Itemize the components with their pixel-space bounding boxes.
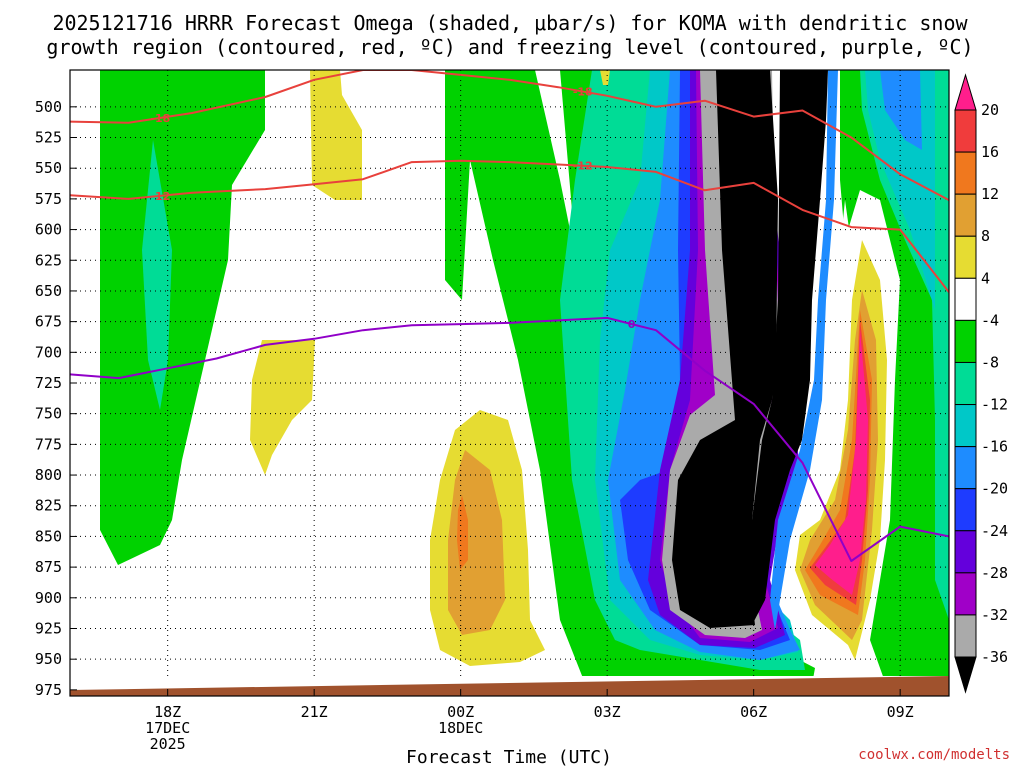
colorbar-label: 16	[981, 143, 999, 161]
y-tick-label: 750	[35, 405, 62, 423]
contour-label-freezing-level-0: 0	[628, 318, 636, 331]
y-tick-label: 600	[35, 221, 62, 239]
colorbar-swatch	[954, 572, 977, 616]
y-tick-label: 500	[35, 98, 62, 116]
x-tick-label: 17DEC	[145, 719, 190, 737]
x-tick-label: 03Z	[594, 703, 621, 721]
omega-region-yellow-1	[310, 70, 362, 200]
y-tick-label: 675	[35, 313, 62, 331]
contour-label-dgz-minus-12: -12	[573, 160, 593, 173]
colorbar-label: -32	[981, 606, 1008, 624]
y-tick-label: 650	[35, 282, 62, 300]
x-tick-label: 18DEC	[438, 719, 483, 737]
colorbar-top-arrow	[954, 73, 977, 111]
colorbar-swatch	[954, 614, 977, 658]
omega-region-blue-right	[880, 70, 922, 150]
chart-title-line-1: 2025121716 HRRR Forecast Omega (shaded, …	[52, 11, 968, 35]
x-tick-label: 2025	[150, 735, 186, 753]
colorbar-label: -36	[981, 648, 1008, 666]
credit-text: coolwx.com/modelts	[858, 747, 1010, 763]
ground-slope-mask	[70, 676, 949, 690]
y-tick-label: 700	[35, 343, 62, 361]
colorbar-label: -28	[981, 564, 1008, 582]
colorbar-swatch	[954, 319, 977, 363]
x-tick-label: 21Z	[301, 703, 328, 721]
colorbar-bottom-arrow	[954, 656, 977, 694]
colorbar-label: -12	[981, 396, 1008, 414]
y-tick-label: 800	[35, 466, 62, 484]
colorbar-label: -16	[981, 438, 1008, 456]
colorbar-swatch	[954, 235, 977, 279]
colorbar: 20 16 12 8 4 -4 -8 -12 -16 -20 -24 -28 -32 -36	[954, 73, 1008, 694]
contour-label-dgz-minus-18: -18	[150, 112, 170, 125]
contour-dgz-minus-18	[70, 70, 949, 201]
x-tick-label: 18Z	[154, 703, 181, 721]
y-tick-label: 925	[35, 619, 62, 637]
colorbar-swatch	[954, 109, 977, 153]
chart-title-line-2: growth region (contoured, red, ºC) and f…	[46, 35, 973, 59]
x-axis-title: Forecast Time (UTC)	[406, 747, 612, 768]
x-tick-label: 09Z	[887, 703, 914, 721]
y-tick-label: 725	[35, 374, 62, 392]
y-tick-label: 825	[35, 497, 62, 515]
y-axis: 500 525 550 575 600 625 650 675 700 725 750 775 800 8…	[35, 98, 77, 699]
contour-dgz-minus-12	[70, 159, 949, 293]
colorbar-label: 4	[981, 269, 990, 287]
colorbar-swatch	[954, 446, 977, 490]
y-tick-label: 575	[35, 190, 62, 208]
y-tick-label: 975	[35, 681, 62, 699]
y-tick-label: 525	[35, 129, 62, 147]
colorbar-swatch	[954, 488, 977, 532]
colorbar-label: 12	[981, 185, 999, 203]
y-tick-label: 775	[35, 435, 62, 453]
y-tick-label: 950	[35, 650, 62, 668]
colorbar-label: -24	[981, 522, 1008, 540]
omega-region-orangered-1	[457, 495, 468, 570]
omega-region-yellow-2	[250, 340, 315, 475]
y-tick-label: 875	[35, 558, 62, 576]
colorbar-swatch	[954, 151, 977, 195]
colorbar-label: -8	[981, 354, 999, 372]
contour-lines: -18 -18 -12 -12 0	[70, 70, 949, 562]
y-tick-label: 625	[35, 251, 62, 269]
colorbar-label: 8	[981, 227, 990, 245]
omega-region-black-column	[752, 70, 828, 625]
omega-region-black	[672, 70, 778, 628]
omega-region-white-notch	[820, 200, 852, 520]
contour-label-dgz-minus-18: -18	[573, 85, 593, 98]
colorbar-swatch	[954, 361, 977, 406]
y-tick-label: 850	[35, 527, 62, 545]
omega-region-aqua-left	[142, 140, 172, 410]
colorbar-label: 20	[981, 101, 999, 119]
colorbar-label: -20	[981, 480, 1008, 498]
colorbar-swatch	[954, 404, 977, 448]
contour-freezing-level-0	[70, 316, 949, 562]
omega-region-green-mid	[445, 70, 815, 696]
colorbar-swatch	[954, 193, 977, 237]
omega-region-magenta-2	[815, 330, 868, 595]
contour-label-dgz-minus-12: -12	[150, 190, 170, 203]
colorbar-swatch	[954, 530, 977, 574]
colorbar-swatch	[954, 277, 977, 321]
colorbar-label: -4	[981, 311, 999, 329]
x-tick-label: 00Z	[447, 703, 474, 721]
y-tick-label: 550	[35, 159, 62, 177]
omega-region-yellow-3	[600, 70, 610, 85]
x-tick-label: 06Z	[740, 703, 767, 721]
omega-shaded-field	[100, 70, 949, 696]
omega-region-green-left	[100, 70, 265, 565]
y-tick-label: 900	[35, 589, 62, 607]
